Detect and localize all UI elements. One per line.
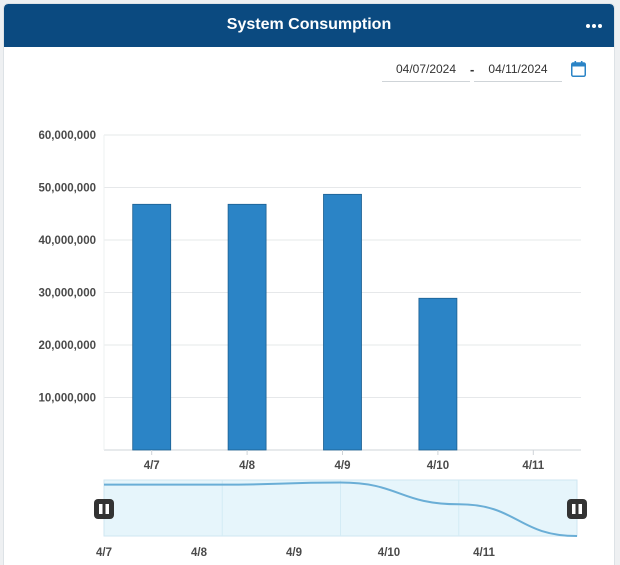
y-tick-label: 50,000,000 bbox=[38, 183, 96, 195]
consumption-bar-chart: 10,000,000 20,000,000 30,000,000 40,000,000… bbox=[38, 130, 587, 559]
end-date-field[interactable] bbox=[474, 59, 562, 82]
date-separator: - bbox=[470, 62, 475, 77]
more-options-icon[interactable] bbox=[586, 13, 602, 37]
y-tick-label: 40,000,000 bbox=[38, 235, 96, 247]
end-date-input[interactable] bbox=[474, 62, 562, 76]
x-tick-label: 4/10 bbox=[427, 460, 449, 472]
widget-title: System Consumption bbox=[226, 16, 392, 33]
x-tick-label: 4/11 bbox=[522, 460, 544, 472]
range-navigator[interactable]: 4/7 4/8 4/9 4/10 4/11 bbox=[94, 479, 587, 559]
bar-4-7[interactable] bbox=[132, 203, 172, 451]
system-consumption-widget: System Consumption - 10,000,000 20,000,00… bbox=[4, 4, 614, 565]
navigator-tick-label: 4/9 bbox=[286, 547, 302, 559]
navigator-right-handle-pause-icon[interactable] bbox=[567, 499, 587, 519]
widget-header: System Consumption bbox=[4, 4, 614, 47]
y-tick-label: 60,000,000 bbox=[38, 130, 96, 142]
navigator-tick-label: 4/8 bbox=[191, 547, 208, 559]
navigator-left-handle-pause-icon[interactable] bbox=[94, 499, 114, 519]
navigator-tick-label: 4/10 bbox=[378, 547, 400, 559]
x-tick-label: 4/9 bbox=[335, 460, 351, 472]
bar-4-8[interactable] bbox=[227, 203, 267, 451]
calendar-icon[interactable] bbox=[571, 61, 586, 82]
navigator-tick-label: 4/7 bbox=[96, 547, 112, 559]
x-tick-label: 4/7 bbox=[144, 460, 160, 472]
bar-4-9[interactable] bbox=[323, 193, 362, 451]
start-date-field[interactable] bbox=[382, 59, 470, 82]
y-tick-label: 30,000,000 bbox=[38, 288, 96, 300]
bar-4-10[interactable] bbox=[418, 297, 458, 451]
navigator-series-line bbox=[103, 481, 578, 537]
x-tick-label: 4/8 bbox=[239, 460, 256, 472]
navigator-tick-label: 4/11 bbox=[473, 547, 495, 559]
start-date-input[interactable] bbox=[382, 62, 470, 76]
y-tick-label: 10,000,000 bbox=[38, 393, 96, 405]
y-tick-label: 20,000,000 bbox=[38, 340, 96, 352]
